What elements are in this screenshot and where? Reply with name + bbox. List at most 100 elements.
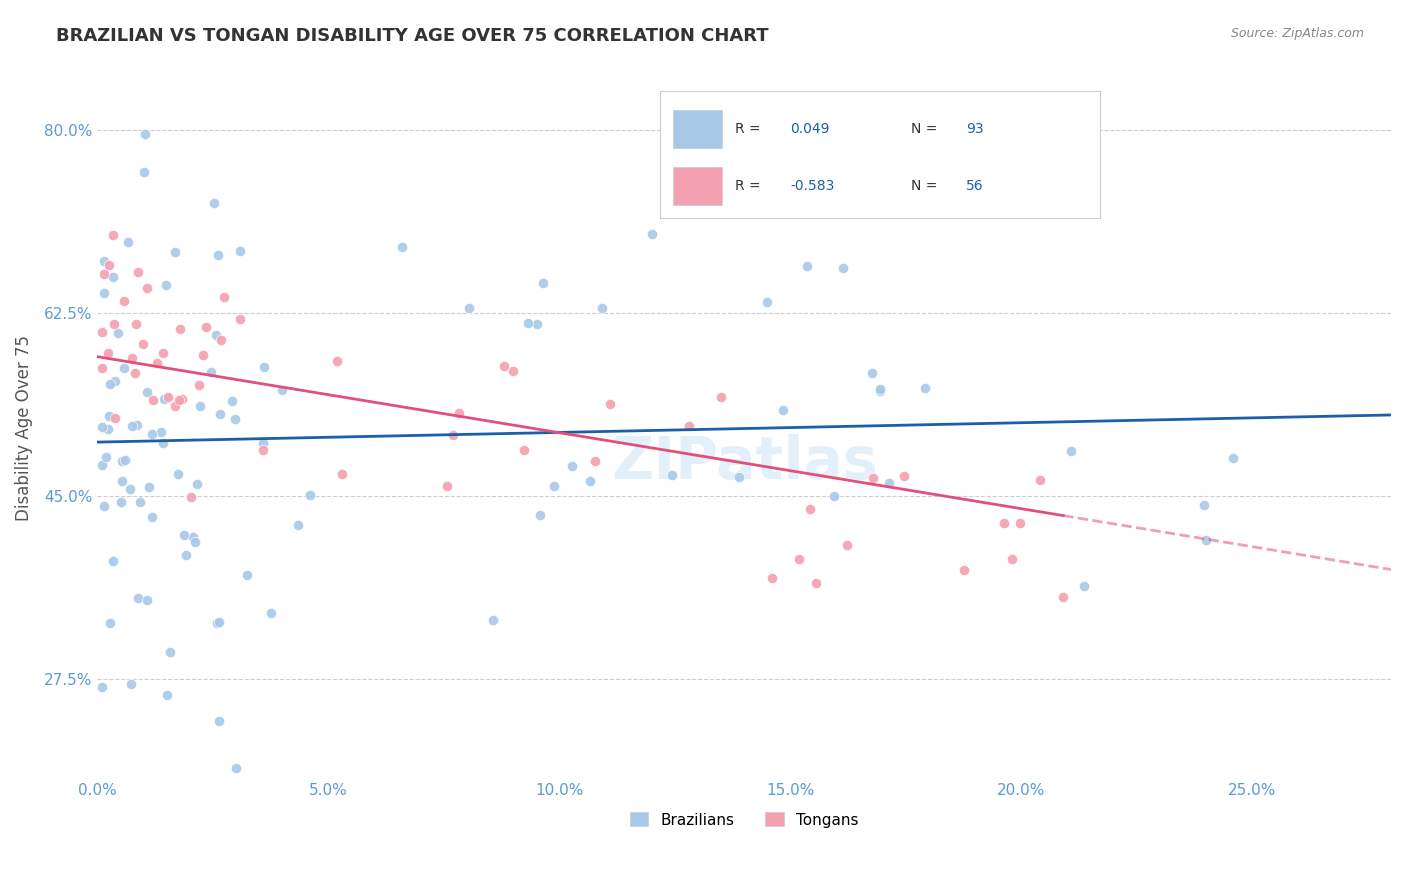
Point	[98, 258, 121, 272]
Point	[146, 356, 169, 370]
Point	[142, 392, 165, 407]
Point	[159, 645, 181, 659]
Legend: Brazilians, Tongans: Brazilians, Tongans	[624, 806, 865, 834]
Point	[188, 399, 211, 413]
Point	[132, 336, 155, 351]
Point	[181, 530, 204, 544]
Point	[1028, 474, 1050, 488]
Point	[1073, 579, 1095, 593]
Point	[152, 345, 174, 359]
Point	[513, 442, 536, 457]
Point	[172, 392, 194, 406]
Point	[111, 453, 134, 467]
Point	[253, 360, 276, 375]
Point	[153, 392, 176, 406]
Point	[112, 360, 135, 375]
Point	[103, 317, 125, 331]
Point	[1195, 533, 1218, 547]
Point	[118, 482, 141, 496]
Point	[104, 411, 127, 425]
Point	[330, 467, 353, 481]
Point	[914, 381, 936, 395]
Point	[229, 311, 252, 326]
Point	[94, 450, 117, 464]
Point	[135, 281, 157, 295]
Point	[877, 475, 900, 490]
Point	[391, 239, 413, 253]
Point	[97, 346, 120, 360]
Point	[591, 301, 613, 315]
Point	[761, 571, 783, 585]
Point	[208, 407, 231, 421]
Point	[492, 359, 515, 374]
Point	[120, 676, 142, 690]
Point	[166, 467, 188, 481]
Point	[150, 425, 173, 440]
Point	[502, 364, 524, 378]
Point	[869, 384, 891, 398]
Point	[91, 458, 114, 472]
Point	[224, 411, 246, 425]
Point	[93, 267, 115, 281]
Point	[93, 286, 115, 301]
Point	[141, 427, 163, 442]
Point	[124, 317, 146, 331]
Text: ZIPatlas: ZIPatlas	[612, 434, 877, 491]
Point	[112, 293, 135, 308]
Point	[187, 378, 209, 392]
Point	[832, 261, 855, 276]
Point	[97, 422, 120, 436]
Point	[205, 615, 228, 630]
Point	[212, 290, 235, 304]
Point	[862, 471, 884, 485]
Point	[155, 278, 177, 293]
Point	[173, 528, 195, 542]
Point	[180, 490, 202, 504]
Point	[132, 164, 155, 178]
Point	[114, 453, 136, 467]
Point	[756, 295, 779, 310]
Point	[228, 244, 250, 258]
Point	[156, 391, 179, 405]
Text: Source: ZipAtlas.com: Source: ZipAtlas.com	[1230, 27, 1364, 40]
Point	[202, 195, 225, 210]
Point	[124, 366, 146, 380]
Point	[1010, 516, 1032, 530]
Point	[209, 333, 232, 347]
Point	[893, 469, 915, 483]
Point	[675, 149, 697, 163]
Point	[101, 553, 124, 567]
Point	[447, 406, 470, 420]
Point	[531, 276, 554, 290]
Text: BRAZILIAN VS TONGAN DISABILITY AGE OVER 75 CORRELATION CHART: BRAZILIAN VS TONGAN DISABILITY AGE OVER …	[56, 27, 769, 45]
Point	[993, 516, 1015, 530]
Point	[325, 354, 347, 368]
Point	[517, 316, 540, 330]
Point	[252, 442, 274, 457]
Point	[710, 390, 733, 404]
Point	[1060, 443, 1083, 458]
Point	[441, 427, 464, 442]
Point	[152, 436, 174, 450]
Point	[207, 248, 229, 262]
Point	[561, 458, 583, 473]
Point	[823, 489, 845, 503]
Point	[208, 615, 231, 629]
Point	[953, 563, 976, 577]
Point	[91, 680, 114, 694]
Point	[481, 613, 503, 627]
Point	[93, 254, 115, 268]
Point	[200, 365, 222, 379]
Point	[184, 535, 207, 549]
Point	[91, 420, 114, 434]
Point	[579, 475, 602, 489]
Point	[174, 548, 197, 562]
Point	[98, 377, 121, 392]
Point	[869, 382, 891, 396]
Point	[678, 418, 700, 433]
Point	[101, 228, 124, 243]
Point	[221, 394, 243, 409]
Point	[796, 259, 818, 273]
Point	[121, 351, 143, 366]
Point	[136, 592, 159, 607]
